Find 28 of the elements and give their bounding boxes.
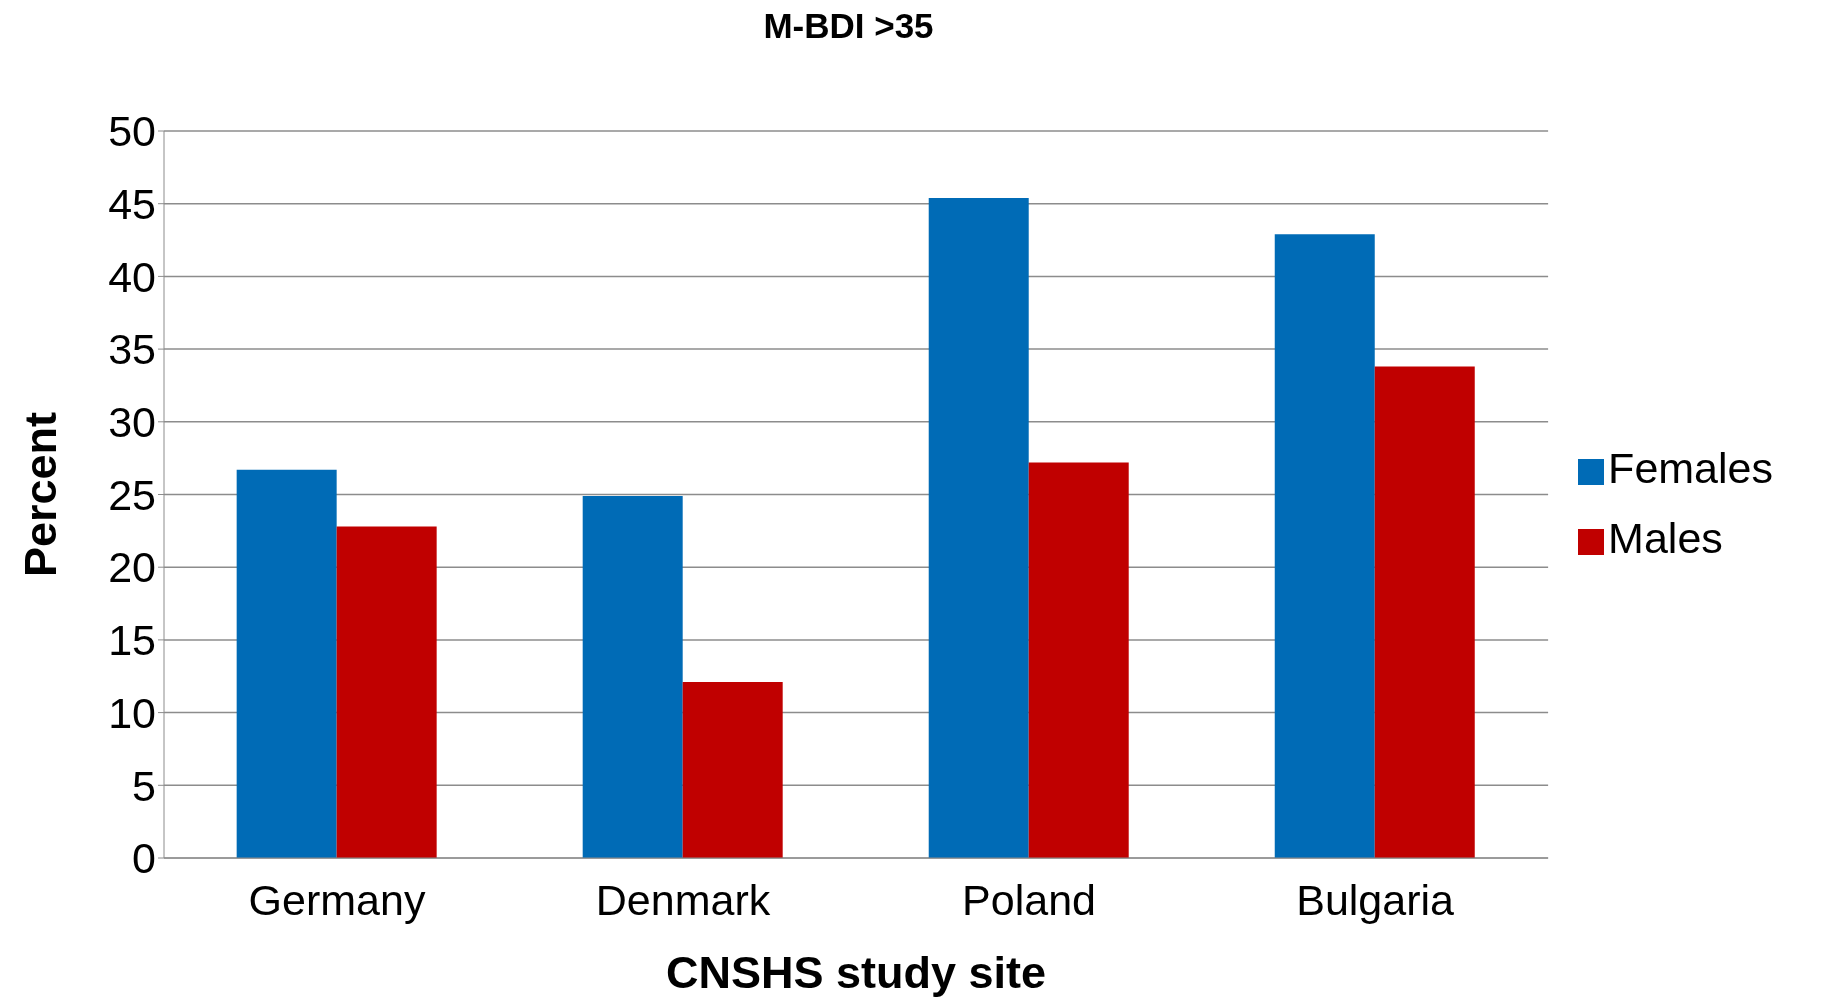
x-tick-label: Bulgaria [1296,875,1455,924]
chart-title: M-BDI >35 [762,6,935,46]
legend-label: Males [1608,514,1723,562]
x-tick-label: Germany [248,875,426,924]
y-tick-label: 20 [108,543,156,592]
legend-label: Females [1608,444,1773,492]
y-tick-label: 25 [108,470,156,519]
x-tick-label: Poland [962,875,1097,924]
x-tick-label: Denmark [595,875,771,924]
bar [682,682,783,858]
bar [1274,234,1375,858]
bar [336,526,437,858]
bar [582,495,683,858]
bar [236,469,337,858]
y-tick-label: 45 [108,179,156,228]
x-axis-title: CNSHS study site [666,947,1047,998]
y-tick-label: 50 [108,107,156,156]
y-tick-label: 15 [108,616,156,665]
bar [1374,366,1475,858]
y-tick-label: 10 [108,688,156,737]
y-tick-label: 40 [108,252,156,301]
y-tick-label: 5 [132,761,156,810]
y-tick-label: 0 [132,834,156,883]
y-tick-label: 30 [108,398,156,447]
y-tick-label: 35 [108,325,156,374]
y-axis-title: Percent [14,411,66,578]
bar [1028,462,1129,858]
bar [928,197,1029,858]
